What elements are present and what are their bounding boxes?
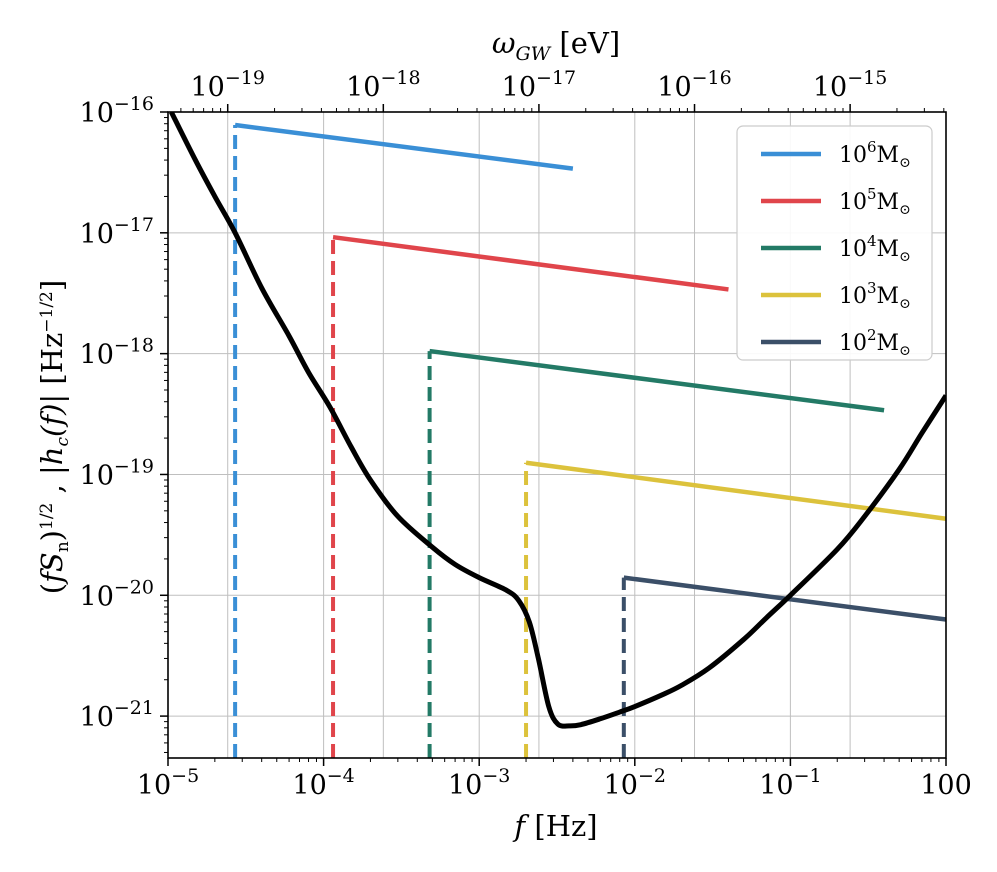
top-axis-title: ωGW [eV] bbox=[492, 26, 620, 65]
top-tick-label: 10−15 bbox=[813, 67, 887, 103]
plot-frame bbox=[167, 111, 947, 759]
tick-marks bbox=[160, 104, 947, 766]
top-tick-label: 10−18 bbox=[346, 67, 420, 103]
x-tick-label: 10−1 bbox=[759, 765, 821, 801]
top-tick-label: 10−17 bbox=[502, 67, 576, 103]
top-tick-label: 10−19 bbox=[190, 67, 264, 103]
x-tick-label: 10−4 bbox=[292, 765, 354, 801]
y-tick-label: 10−16 bbox=[80, 93, 154, 129]
legend: 106M⊙ 105M⊙ 104M⊙ 103M⊙ 102M⊙ bbox=[736, 125, 933, 361]
series-line bbox=[429, 348, 885, 413]
x-tick-label: 10−3 bbox=[448, 765, 510, 801]
y-tick-label: 10−21 bbox=[80, 697, 154, 733]
legend-label: 103M⊙ bbox=[839, 279, 911, 312]
legend-label: 105M⊙ bbox=[839, 185, 911, 218]
x-axis-title: f [Hz] bbox=[512, 809, 597, 843]
legend-box bbox=[736, 125, 933, 361]
y-tick-label: 10−19 bbox=[80, 455, 154, 491]
legend-label: 104M⊙ bbox=[839, 232, 911, 265]
y-tick-label: 10−18 bbox=[80, 335, 154, 371]
x-tick-label: 10−5 bbox=[137, 765, 199, 801]
series-line bbox=[234, 122, 574, 171]
tick-labels: 10−5 10−4 10−3 10−2 10−1 100 10−16 10−17 10−18 10… bbox=[80, 67, 972, 801]
x-tick-label: 10−2 bbox=[604, 765, 666, 801]
y-tick-label: 10−20 bbox=[80, 576, 154, 612]
sensitivity-curve-layer bbox=[169, 112, 946, 729]
sensitivity-curve bbox=[169, 112, 946, 729]
y-tick-label: 10−17 bbox=[80, 214, 154, 250]
series-line bbox=[525, 460, 947, 521]
legend-label: 102M⊙ bbox=[839, 326, 911, 359]
series-line bbox=[332, 234, 729, 292]
y-axis-title: (fSn)1/2 , |hc(f)| [Hz−1/2] bbox=[35, 280, 73, 594]
x-tick-label: 100 bbox=[920, 770, 972, 801]
legend-label: 106M⊙ bbox=[839, 138, 911, 171]
top-tick-label: 10−16 bbox=[657, 67, 731, 103]
